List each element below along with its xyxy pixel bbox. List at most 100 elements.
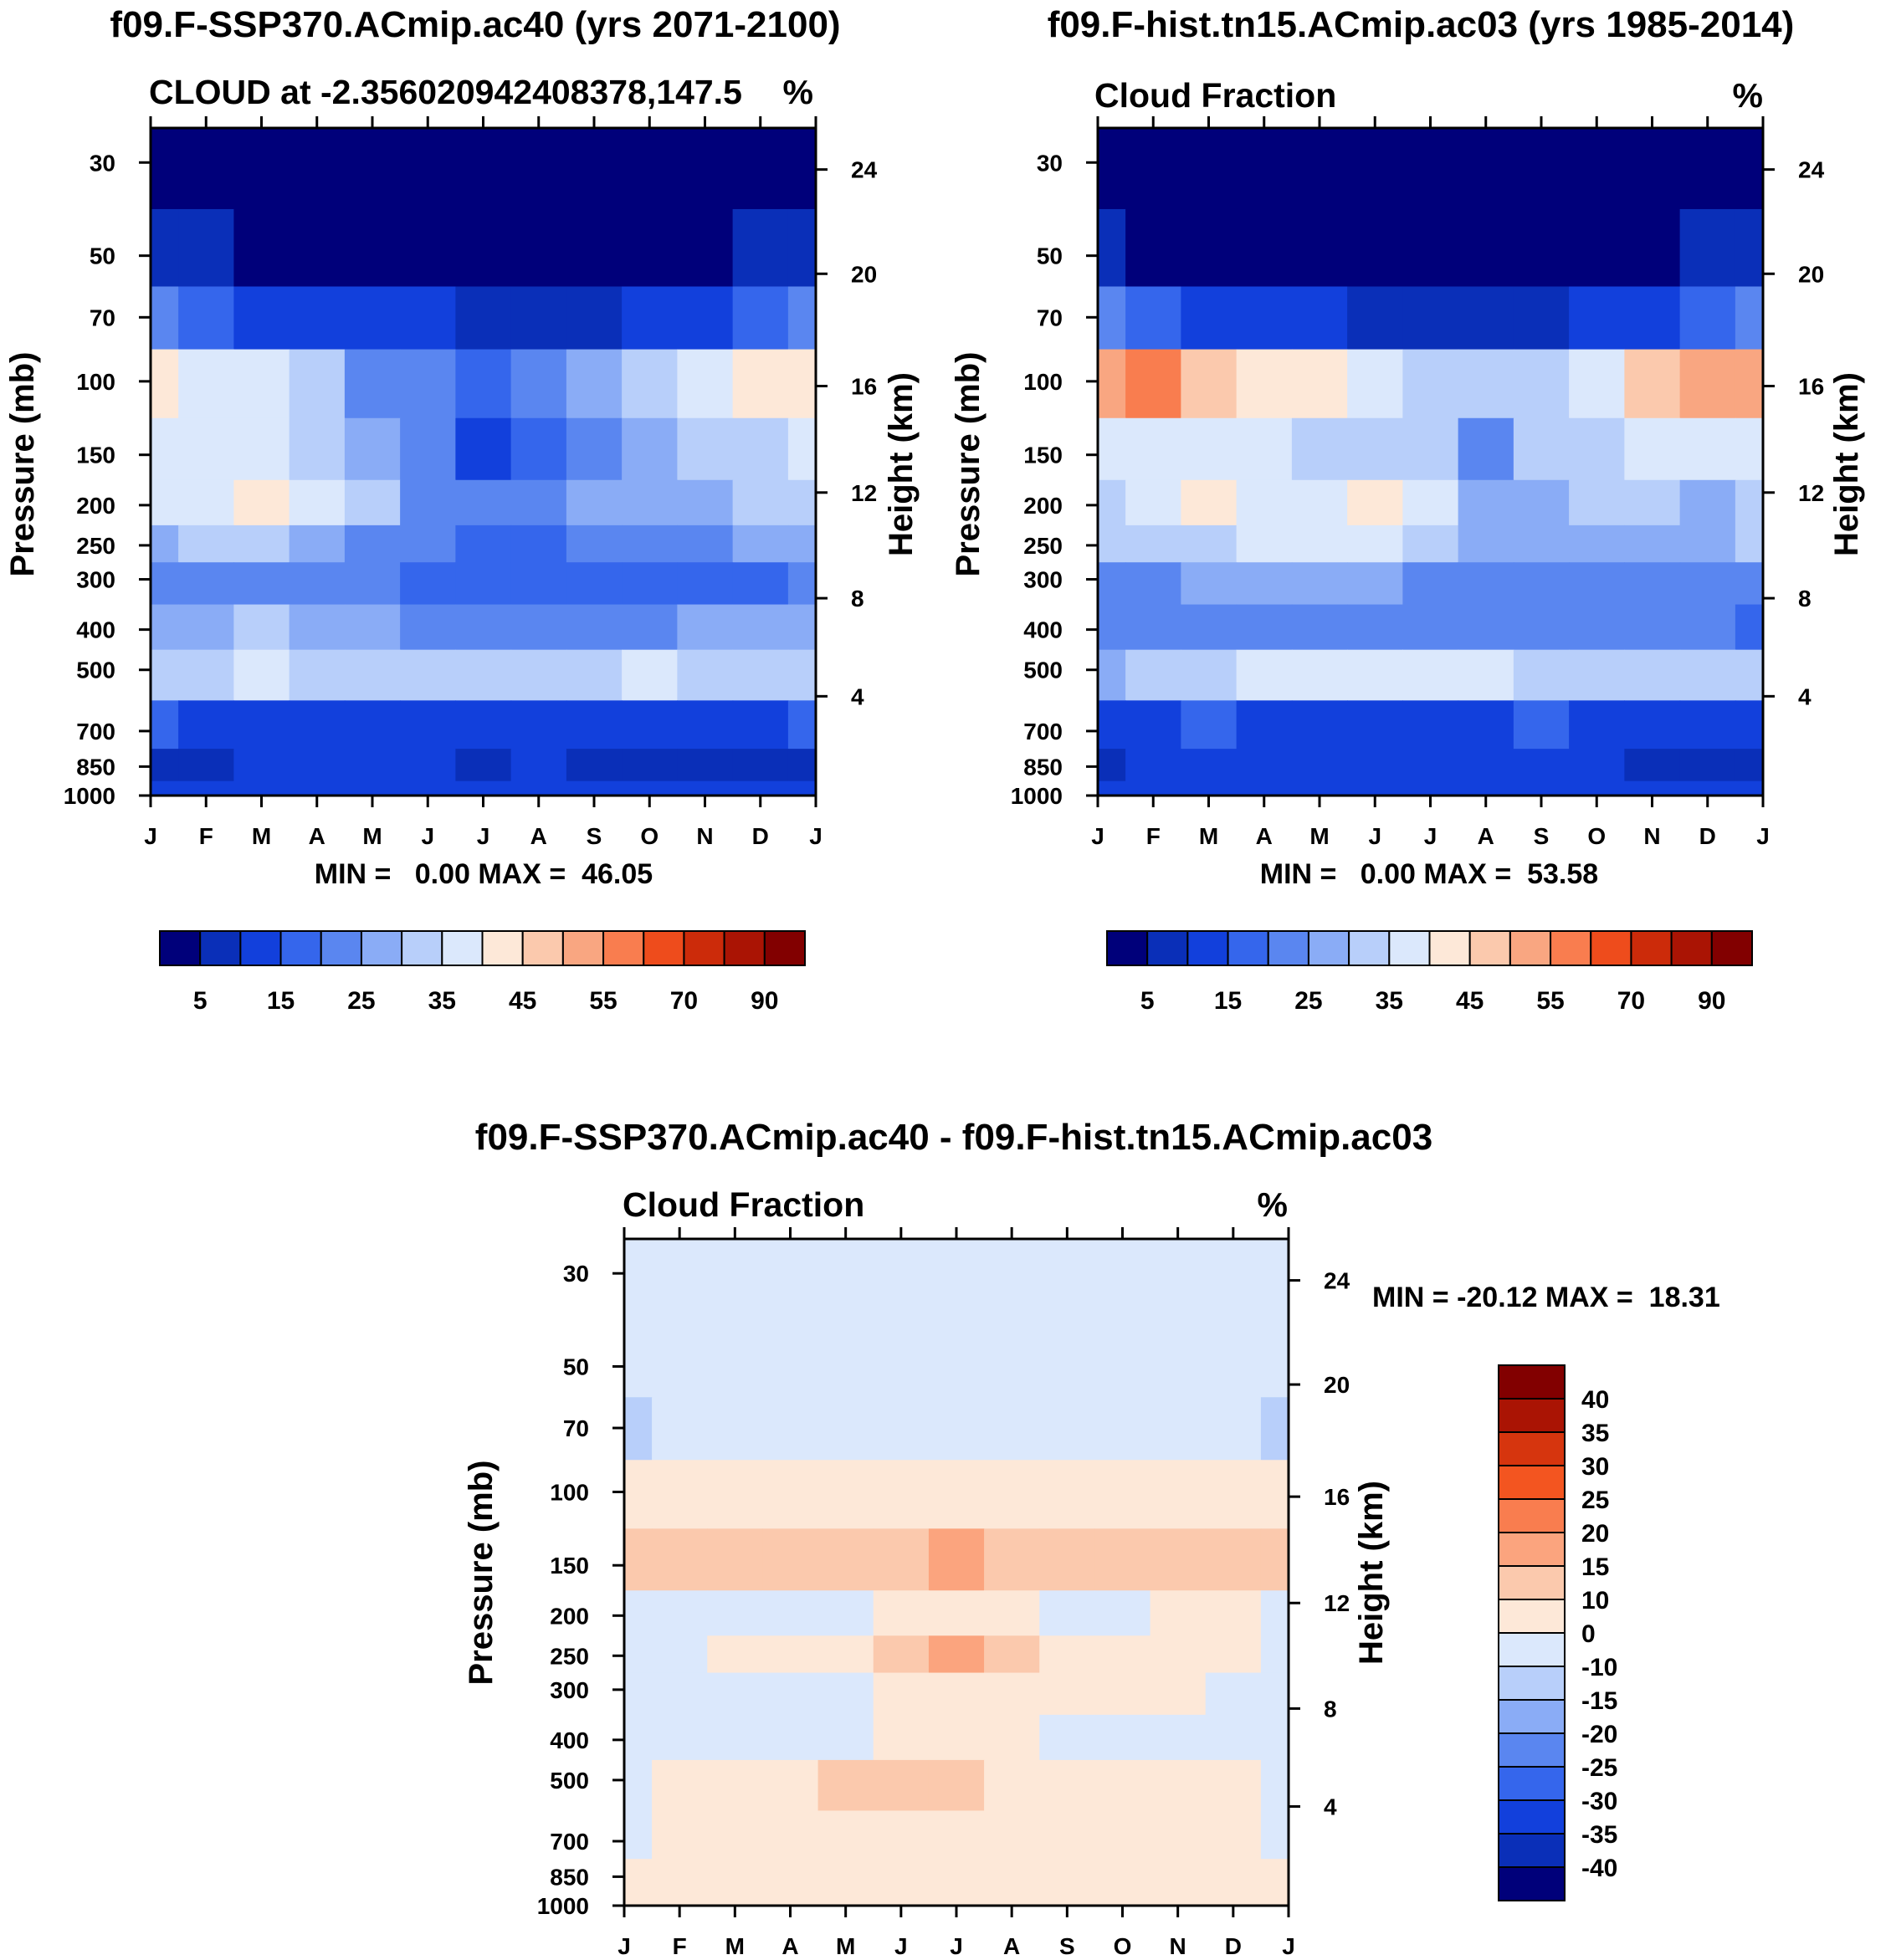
heatmap-cell — [1205, 1672, 1262, 1716]
heatmap-cell — [1094, 1672, 1151, 1716]
heatmap-cell — [677, 286, 734, 351]
colorbar-label: -15 — [1581, 1687, 1617, 1715]
x-tick-label: M — [836, 1933, 855, 1959]
pressure-tick-label: 200 — [550, 1603, 589, 1629]
heatmap-cell — [1624, 525, 1681, 563]
heatmap-cell — [1260, 1859, 1289, 1892]
colorbar-label: 70 — [1617, 987, 1645, 1015]
heatmap-cell — [289, 562, 346, 606]
colorbar-label: 45 — [509, 987, 536, 1015]
heatmap-cell — [1679, 780, 1736, 796]
heatmap-cell — [984, 1759, 1040, 1812]
heatmap-cell — [652, 1239, 708, 1321]
colorbar-swatch — [1498, 1732, 1566, 1768]
diff-height-axis-label: Height (km) — [1353, 1481, 1390, 1665]
heatmap-cell — [1205, 1460, 1262, 1529]
heatmap-cell — [1205, 1759, 1262, 1812]
colorbar-swatch — [279, 930, 322, 966]
heatmap-cell — [762, 1319, 819, 1398]
heatmap-cell — [1125, 604, 1181, 651]
heatmap-cell — [1402, 349, 1459, 419]
heatmap-cell — [652, 1635, 708, 1674]
heatmap-cell — [652, 1759, 708, 1812]
heatmap-cell — [622, 417, 678, 481]
colorbar-swatch — [360, 930, 403, 966]
pressure-tick-label: 150 — [1023, 443, 1063, 468]
heatmap-cell — [510, 780, 567, 796]
heatmap-cell — [787, 649, 817, 701]
heatmap-cell — [1236, 700, 1293, 750]
heatmap-cell — [289, 417, 346, 481]
heatmap-cell — [1624, 780, 1681, 796]
heatmap-cell — [873, 1319, 930, 1398]
heatmap-cell — [1291, 349, 1348, 419]
heatmap-cell — [1094, 1460, 1151, 1529]
heatmap-cell — [1569, 208, 1625, 288]
heatmap-cell — [624, 1810, 653, 1860]
heatmap-cell — [707, 1239, 764, 1321]
heatmap-cell — [1236, 780, 1293, 796]
heatmap-cell — [510, 700, 567, 750]
heatmap-cell — [510, 128, 567, 210]
heatmap-cell — [566, 286, 623, 351]
pressure-tick-label: 400 — [1023, 617, 1063, 643]
heatmap-cell — [1513, 780, 1570, 796]
heatmap-cell — [178, 417, 234, 481]
height-tick-label: 24 — [851, 157, 878, 183]
x-tick-label: A — [1478, 823, 1494, 849]
heatmap-cell — [233, 286, 290, 351]
heatmap-cell — [817, 1891, 874, 1906]
heatmap-cell — [732, 700, 789, 750]
height-tick-label: 20 — [1324, 1372, 1350, 1398]
colorbar-swatch — [1670, 930, 1713, 966]
heatmap-cell — [289, 700, 346, 750]
colorbar-swatch — [1498, 1364, 1566, 1400]
heatmap-cell — [289, 208, 346, 288]
heatmap-cell — [289, 349, 346, 419]
heatmap-cell — [1260, 1635, 1289, 1674]
pressure-tick-label: 30 — [90, 150, 115, 176]
heatmap-cell — [624, 1714, 653, 1761]
heatmap-cell — [622, 604, 678, 651]
heatmap-cell — [1569, 749, 1625, 782]
heatmap-cell — [624, 1859, 653, 1892]
heatmap-cell — [151, 286, 179, 351]
heatmap-cell — [1735, 417, 1764, 481]
heatmap-cell — [732, 349, 789, 419]
heatmap-cell — [1094, 1528, 1151, 1591]
heatmap-cell — [151, 525, 179, 563]
heatmap-cell — [787, 749, 817, 782]
heatmap-cell — [1291, 525, 1348, 563]
heatmap-cell — [151, 604, 179, 651]
heatmap-cell — [1125, 417, 1181, 481]
heatmap-cell — [984, 1460, 1040, 1529]
heatmap-cell — [400, 286, 456, 351]
heatmap-cell — [928, 1759, 985, 1812]
pressure-tick-label: 200 — [1023, 493, 1063, 519]
x-tick-label: J — [809, 823, 823, 849]
x-tick-label: N — [696, 823, 713, 849]
heatmap-cell — [1098, 700, 1126, 750]
colorbar-label: 15 — [1214, 987, 1242, 1015]
x-tick-label: O — [640, 823, 659, 849]
heatmap-cell — [1125, 525, 1181, 563]
colorbar-swatch — [441, 930, 484, 966]
pressure-tick-label: 70 — [1037, 304, 1063, 330]
heatmap-cell — [1569, 649, 1625, 701]
heatmap-cell — [817, 1460, 874, 1529]
heatmap-cell — [289, 479, 346, 526]
heatmap-cell — [928, 1528, 985, 1591]
heatmap-cell — [1513, 749, 1570, 782]
heatmap-cell — [1347, 604, 1403, 651]
heatmap-cell — [1094, 1810, 1151, 1860]
heatmap-cell — [1291, 562, 1348, 606]
pressure-tick-label: 100 — [76, 369, 115, 395]
height-tick-label: 16 — [1324, 1484, 1350, 1510]
heatmap-cell — [707, 1859, 764, 1892]
colorbar-label: 15 — [267, 987, 295, 1015]
heatmap-cell — [928, 1810, 985, 1860]
heatmap-cell — [178, 479, 234, 526]
heatmap-cell — [787, 479, 817, 526]
heatmap-cell — [1181, 562, 1238, 606]
heatmap-cell — [178, 562, 234, 606]
